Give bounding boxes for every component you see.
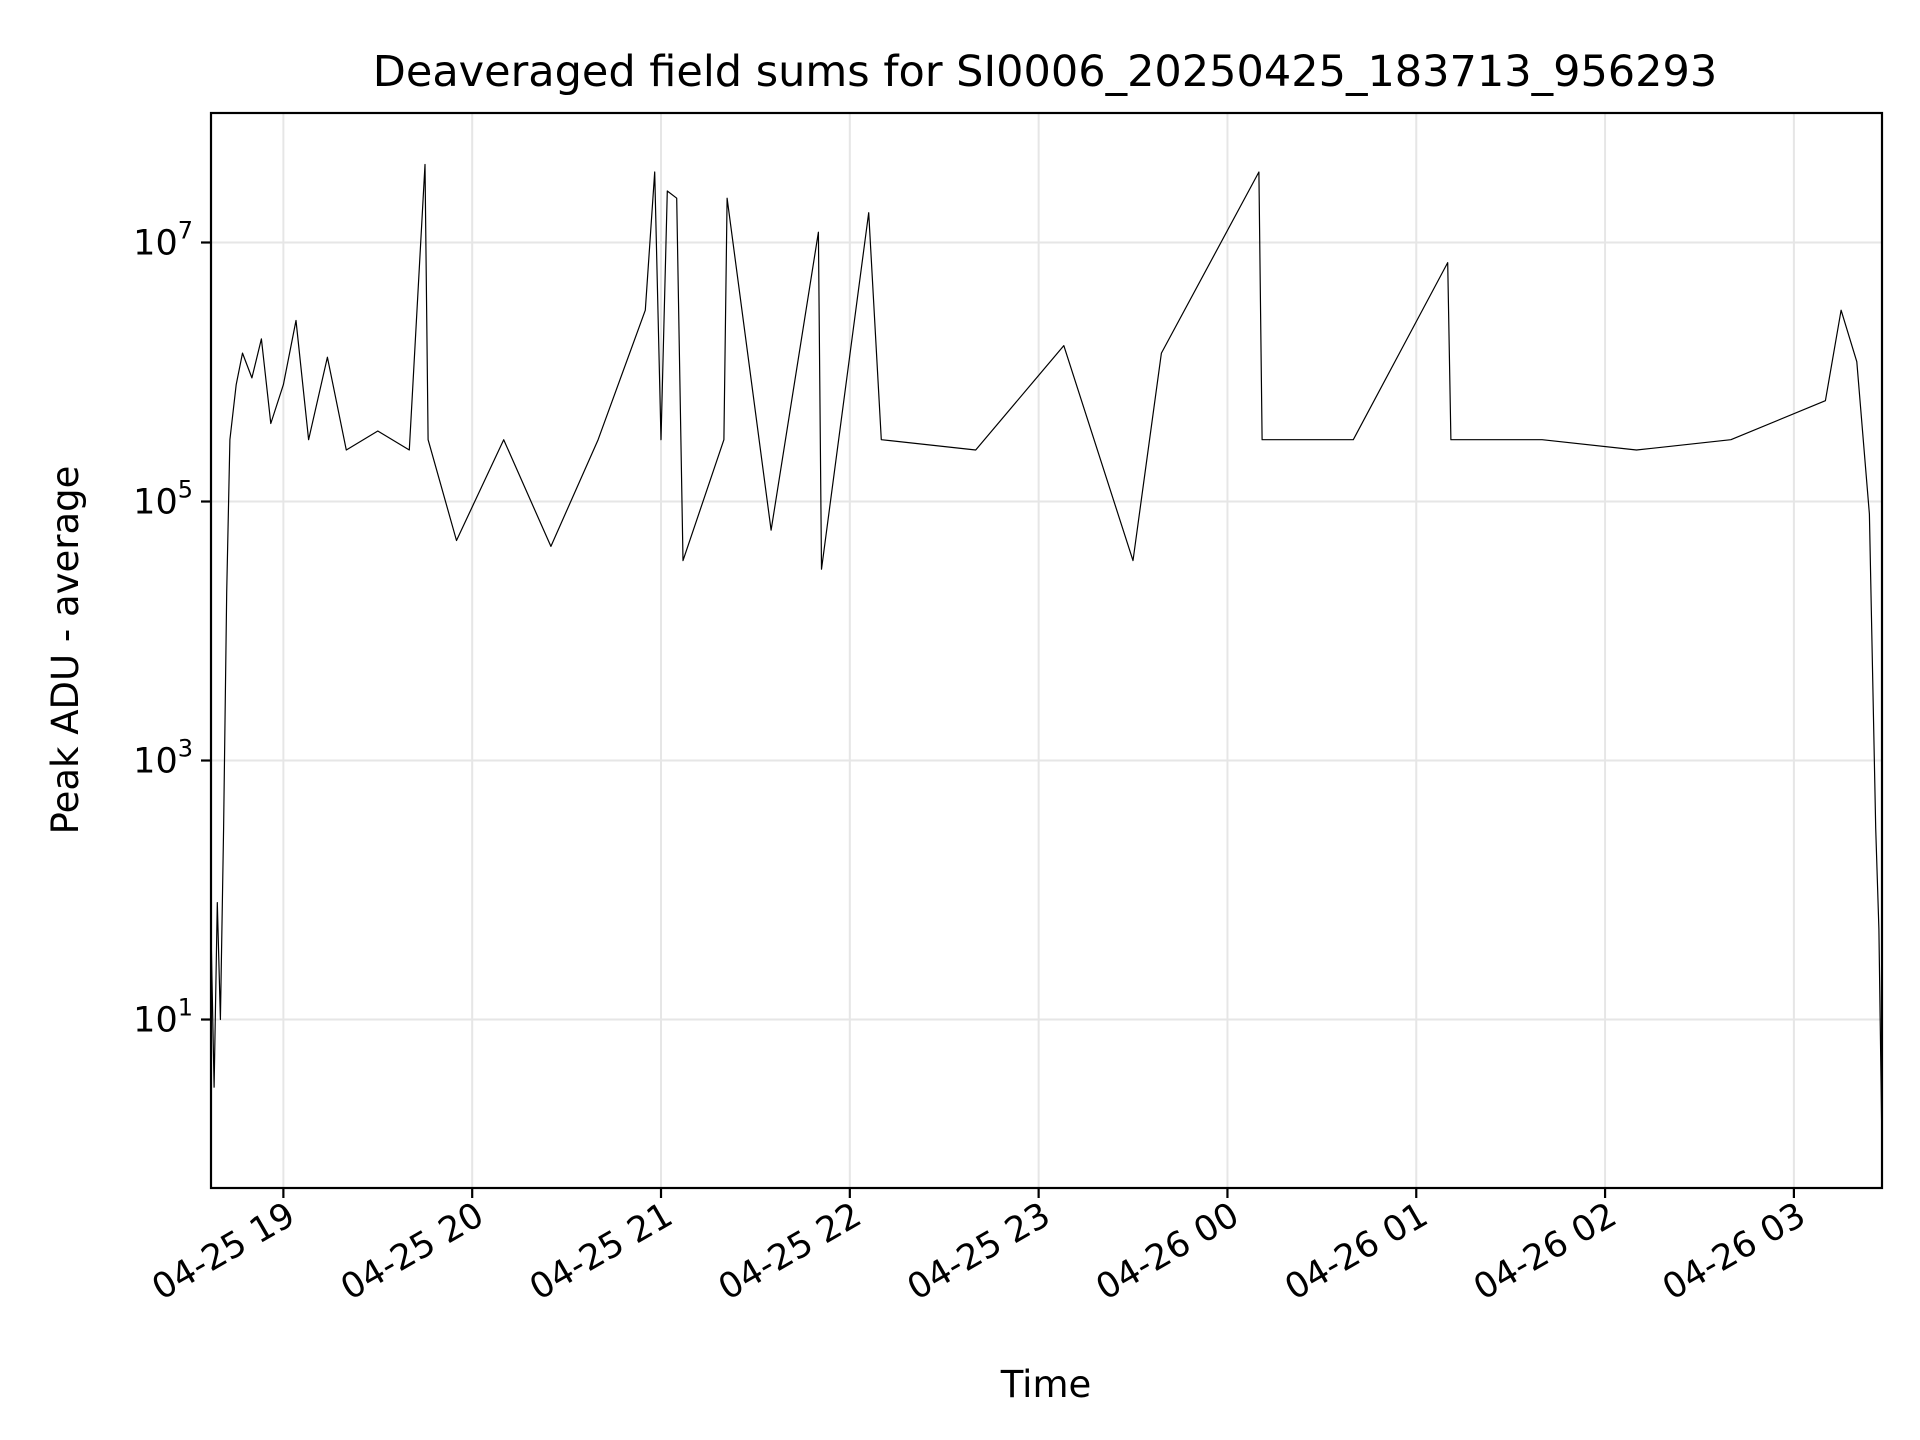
y-tick-base: 10 (133, 1001, 178, 1041)
y-tick-label: 107 (133, 217, 193, 264)
y-tick-base: 10 (133, 483, 178, 523)
plot-area (211, 163, 1882, 1150)
series-line (211, 163, 1882, 1150)
y-tick-exponent: 5 (178, 476, 193, 504)
y-tick-label: 103 (133, 735, 193, 782)
y-tick-exponent: 3 (178, 735, 193, 763)
chart-title: Deaveraged field sums for SI0006_2025042… (373, 47, 1718, 97)
plot-frame (209, 111, 1884, 1190)
grid (211, 113, 1882, 1188)
x-axis-label: Time (1000, 1363, 1092, 1406)
y-tick-exponent: 1 (178, 994, 193, 1022)
y-tick-exponent: 7 (178, 217, 193, 245)
y-tick-base: 10 (133, 224, 178, 264)
y-tick-base: 10 (133, 742, 178, 782)
y-axis-label: Peak ADU - average (44, 466, 87, 835)
y-tick-label: 101 (133, 994, 193, 1041)
y-tick-label: 105 (133, 476, 193, 523)
